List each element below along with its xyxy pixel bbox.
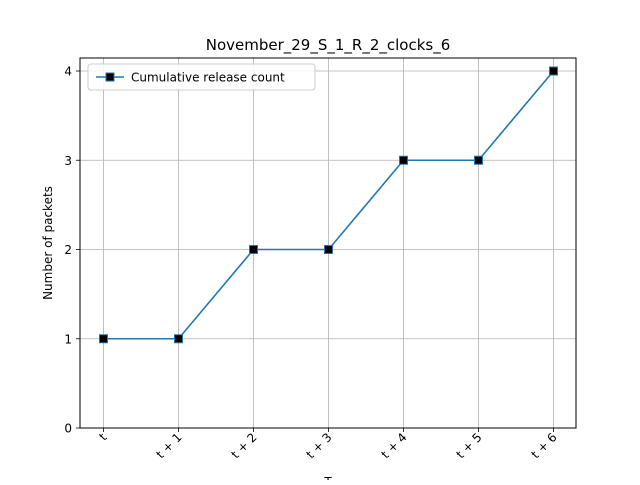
- x-tick-label: t + 3: [303, 430, 334, 461]
- data-point: [249, 245, 258, 254]
- legend: Cumulative release count: [87, 63, 316, 91]
- tick-layer: t t + 1 t + 2 t + 3 t + 4 t + 5 t + 6 0 1 2 3 4: [64, 65, 559, 462]
- y-axis-label: Number of packets: [41, 186, 55, 300]
- y-tick-label: 3: [64, 154, 72, 168]
- axes-frame: [79, 57, 577, 429]
- legend-marker-swatch: [105, 72, 115, 82]
- x-tick-label: t + 1: [153, 430, 184, 461]
- grid-layer: [80, 58, 576, 429]
- y-tick-label: 2: [64, 243, 72, 257]
- y-tick-label: 4: [64, 65, 72, 79]
- series-layer: [99, 66, 558, 344]
- x-tick-label: t + 4: [378, 430, 409, 461]
- x-tick-label: t + 2: [228, 430, 259, 461]
- legend-label: Cumulative release count: [131, 71, 285, 85]
- chart-title: November_29_S_1_R_2_clocks_6: [206, 36, 451, 55]
- y-tick-label: 0: [64, 422, 72, 436]
- data-point: [549, 66, 558, 76]
- data-point: [174, 334, 183, 344]
- data-point: [324, 245, 333, 254]
- x-tick-label: t: [96, 430, 109, 443]
- x-tick-label: t + 6: [528, 430, 559, 461]
- data-point: [474, 155, 483, 165]
- data-point: [99, 334, 108, 344]
- x-tick-label: t + 5: [453, 430, 484, 461]
- y-tick-label: 1: [64, 332, 72, 346]
- legend-box: [87, 63, 316, 91]
- x-axis-label: T: [323, 475, 332, 480]
- data-point: [399, 155, 408, 165]
